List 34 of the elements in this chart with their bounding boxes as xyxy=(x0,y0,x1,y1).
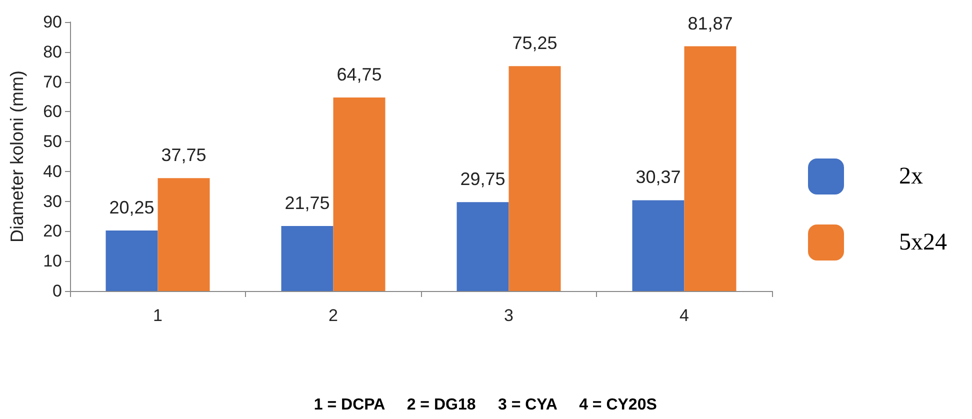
y-tick-label: 10 xyxy=(43,252,62,271)
data-label: 30,37 xyxy=(636,167,681,188)
data-label: 37,75 xyxy=(161,145,206,166)
bar xyxy=(158,178,210,291)
text: 1 = DCPA 2 = DG18 3 = CYA 4 = CY20S xyxy=(314,396,658,414)
bar xyxy=(508,66,561,291)
y-tick-label: 30 xyxy=(43,192,62,211)
bar xyxy=(456,202,509,291)
x-tick-label: 3 xyxy=(504,306,514,325)
y-tick-label: 0 xyxy=(52,282,62,300)
data-label: 64,75 xyxy=(336,64,382,84)
data-label: 81,87 xyxy=(688,13,733,34)
y-tick-label: 80 xyxy=(43,42,62,62)
bar xyxy=(684,46,736,291)
x-tick-label: 2 xyxy=(328,306,338,325)
bar xyxy=(632,200,684,291)
legend-label: 2x xyxy=(899,164,923,190)
legend-label: 5x24 xyxy=(899,230,947,256)
bar xyxy=(281,226,334,291)
y-axis-title: Diameter koloni (mm) xyxy=(7,70,27,243)
data-label: 20,25 xyxy=(109,197,154,218)
y-tick-label: 60 xyxy=(43,102,62,122)
y-tick-label: 40 xyxy=(43,162,62,181)
x-tick-label: 1 xyxy=(153,306,162,325)
y-tick-label: 90 xyxy=(43,12,62,32)
data-label: 21,75 xyxy=(284,192,330,213)
bar xyxy=(333,97,386,291)
y-tick-label: 70 xyxy=(43,72,62,92)
y-tick-label: 20 xyxy=(43,222,62,241)
bar xyxy=(106,230,158,291)
data-label: 29,75 xyxy=(460,169,506,190)
x-tick-label: 4 xyxy=(680,306,689,325)
data-label: 75,25 xyxy=(512,33,558,54)
y-tick-label: 50 xyxy=(43,132,62,152)
